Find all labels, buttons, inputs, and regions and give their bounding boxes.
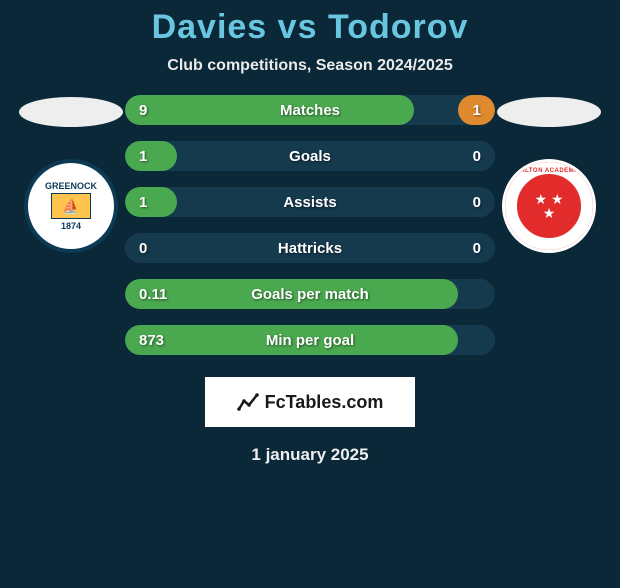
player2-avatar [497,97,601,127]
badge-left-text: GREENOCK ⛵ 1874 [45,181,97,231]
player2-name: Todorov [328,8,468,46]
stat-row: 10Assists [125,187,495,217]
attribution-text: FcTables.com [265,392,384,413]
stat-row: 00Hattricks [125,233,495,263]
right-side: HAMILTON ACADEMICAL ★ ★★ [495,95,603,253]
player1-avatar [19,97,123,127]
stat-bars: 91Matches 10Goals 10Assists 00Hattricks 0.11… [125,95,495,355]
stat-label: Goals per match [125,286,495,303]
left-side: GREENOCK ⛵ 1874 [17,95,125,253]
stat-row: 873Min per goal [125,325,495,355]
vs-text: vs [278,8,318,46]
subtitle: Club competitions, Season 2024/2025 [0,57,620,75]
badge-left-line1: GREENOCK [45,181,97,191]
player1-club-badge: GREENOCK ⛵ 1874 [24,159,118,253]
player2-club-badge: HAMILTON ACADEMICAL ★ ★★ [502,159,596,253]
badge-left-year: 1874 [45,221,97,231]
stat-row: 91Matches [125,95,495,125]
badge-right-stars: ★ ★★ [535,192,564,220]
date-text: 1 january 2025 [0,445,620,465]
page-title: Davies vs Todorov [0,8,620,47]
stat-row: 0.11Goals per match [125,279,495,309]
player1-name: Davies [152,8,268,46]
attribution-box: FcTables.com [205,377,415,427]
stat-label: Min per goal [125,332,495,349]
fctables-icon [237,391,259,413]
comparison-content: GREENOCK ⛵ 1874 91Matches 10Goals 10Assist… [0,95,620,355]
badge-right-text: HAMILTON ACADEMICAL [505,168,593,174]
stat-label: Assists [125,194,495,211]
stat-label: Hattricks [125,240,495,257]
stat-label: Goals [125,148,495,165]
stat-row: 10Goals [125,141,495,171]
stat-label: Matches [125,102,495,119]
